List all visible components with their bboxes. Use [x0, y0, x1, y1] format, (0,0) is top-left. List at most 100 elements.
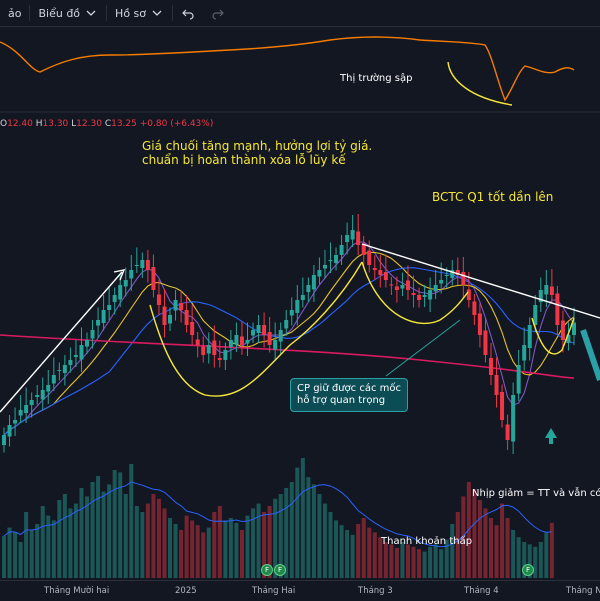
volume-bar — [511, 530, 516, 578]
candle-body — [411, 293, 416, 295]
candle-body — [2, 435, 6, 445]
candle-body — [555, 293, 560, 325]
candle-body — [389, 284, 394, 286]
candle-body — [239, 336, 244, 345]
volume-bar — [223, 520, 228, 578]
annotation-market-crash: Thị trường sập — [340, 73, 413, 84]
candle-body — [212, 340, 217, 355]
chevron-down-icon — [86, 10, 96, 16]
volume-bar — [544, 532, 549, 578]
volume-bar — [57, 500, 62, 578]
volume-bar — [190, 520, 195, 578]
volume-bar — [361, 518, 366, 578]
candle-body — [300, 295, 305, 300]
candle-body — [173, 300, 178, 311]
candle-body — [439, 280, 444, 284]
volume-bar — [90, 482, 95, 578]
volume-bar — [549, 522, 554, 578]
candle-body — [549, 286, 554, 295]
candle-body — [245, 340, 250, 344]
volume-bar — [156, 498, 161, 578]
volume-bar — [29, 530, 34, 578]
volume-bar — [533, 546, 538, 578]
undo-icon — [182, 9, 194, 20]
toolbar-item-ao[interactable]: ảo — [0, 0, 29, 26]
volume-bar — [134, 506, 139, 578]
support-callout-line2: hỗ trợ quan trọng — [297, 395, 386, 406]
candle-body — [62, 365, 67, 373]
annotation-top-line2: chuẩn bị hoàn thành xóa lỗ lũy kế — [142, 153, 346, 167]
candle-body — [339, 245, 344, 255]
candle-body — [483, 330, 488, 355]
volume-bar — [516, 537, 521, 578]
event-marker-f[interactable]: F — [522, 564, 534, 576]
volume-bar — [62, 494, 67, 578]
candle-body — [273, 340, 278, 350]
profile-menu-button[interactable]: Hồ sơ — [107, 0, 172, 26]
volume-bar — [123, 494, 128, 578]
chart-menu-label: Biểu đồ — [38, 6, 81, 20]
callout-pointer — [385, 319, 461, 377]
candle-body — [383, 272, 388, 280]
candle-body — [46, 385, 51, 392]
indicator-line — [0, 36, 575, 102]
candle-body — [206, 345, 211, 354]
volume-bar — [96, 476, 101, 578]
volume-bar — [107, 484, 112, 578]
volume-bar — [112, 470, 117, 578]
ma-10-line — [3, 251, 575, 436]
redo-button[interactable] — [203, 0, 233, 26]
candle-body — [107, 305, 112, 310]
volume-bar — [289, 482, 294, 578]
candle-body — [372, 268, 377, 270]
annotation-support-callout: CP giữ được các mốc hỗ trợ quan trọng — [290, 378, 408, 412]
candle-body — [140, 260, 145, 268]
volume-bar — [46, 515, 51, 578]
candle-body — [289, 310, 294, 316]
candle-body — [101, 310, 106, 323]
ohlc-readout: O12.40 H13.30 L12.30 C13.25 +0.80 (+6.43… — [0, 119, 213, 129]
candle-body — [538, 290, 543, 302]
annotation-top-line1: Giá chuối tăng mạnh, hưởng lợi tỷ giá. — [142, 139, 373, 153]
candle-body — [572, 322, 576, 335]
candle-body — [256, 325, 261, 333]
ohlc-open-label: O — [0, 119, 8, 129]
candle-body — [24, 405, 29, 413]
volume-bar — [256, 503, 261, 578]
volume-bar — [173, 524, 178, 578]
volume-bar — [428, 546, 433, 578]
volume-bar — [267, 506, 272, 578]
support-curve-middle — [361, 261, 469, 325]
right-callout-pointer — [580, 329, 600, 381]
volume-bar — [184, 515, 189, 578]
event-marker-f[interactable]: F — [274, 564, 286, 576]
undo-button[interactable] — [173, 0, 203, 26]
volume-bar — [455, 512, 460, 578]
chevron-down-icon — [152, 10, 162, 16]
candle-body — [35, 395, 40, 397]
volume-bar — [101, 491, 106, 578]
candle-body — [328, 260, 333, 261]
annotation-bctc: BCTC Q1 tốt dần lên — [432, 190, 554, 204]
candle-body — [295, 300, 300, 313]
x-tick-label: Tháng Năm — [566, 586, 600, 596]
candle-body — [57, 370, 62, 371]
volume-bar — [228, 518, 233, 578]
candle-body — [179, 303, 184, 310]
event-marker-f[interactable]: F — [261, 564, 273, 576]
volume-bar — [129, 464, 134, 578]
ohlc-low-value: 12.30 — [76, 119, 102, 129]
candle-body — [394, 286, 399, 290]
candle-body — [234, 335, 239, 345]
volume-bar — [411, 546, 416, 578]
toolbar-separator — [29, 5, 31, 21]
volume-bar — [417, 549, 422, 578]
chart-menu-button[interactable]: Biểu đồ — [30, 0, 106, 26]
downtrend-line — [361, 243, 600, 319]
volume-bar — [322, 503, 327, 578]
candle-body — [417, 295, 422, 300]
candle-body — [13, 420, 18, 424]
volume-bar — [295, 467, 300, 578]
support-curve-left — [149, 261, 363, 397]
